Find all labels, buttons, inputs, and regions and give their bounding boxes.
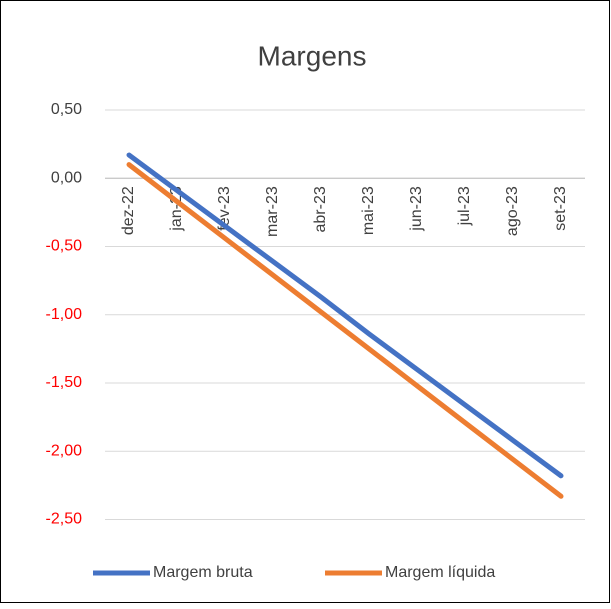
series-line [126,152,564,479]
x-tick-label: dez-22 [120,186,137,235]
y-tick-label: -0,50 [46,238,83,255]
x-tick-label: ago-23 [504,186,521,236]
x-tick-label: set-23 [552,186,569,231]
x-tick-label: jun-23 [408,186,425,232]
y-tick-label: -1,00 [46,306,83,323]
x-tick-label: mai-23 [360,186,377,235]
x-tick-label: mar-23 [264,186,281,237]
x-tick-label: abr-23 [312,186,329,232]
y-tick-label: -1,50 [46,374,83,391]
series-line [126,162,564,499]
y-tick-label: 0,50 [51,101,82,118]
x-tick-label: jul-23 [456,186,473,226]
y-tick-label: 0,00 [51,169,82,186]
legend-label: Margem líquida [385,564,495,581]
y-tick-label: -2,00 [46,442,83,459]
y-tick-label: -2,50 [46,511,83,528]
legend-label: Margem bruta [153,564,253,581]
chart-title: Margens [258,40,367,71]
